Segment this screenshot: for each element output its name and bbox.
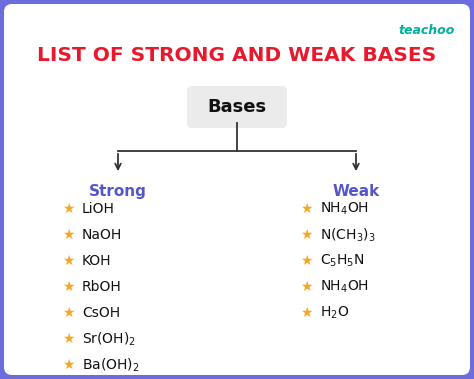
FancyBboxPatch shape — [187, 86, 287, 128]
Text: N(CH$_3$)$_3$: N(CH$_3$)$_3$ — [320, 226, 375, 244]
Text: ★: ★ — [62, 358, 74, 372]
Text: ★: ★ — [300, 254, 312, 268]
Text: Strong: Strong — [89, 184, 147, 199]
Text: ★: ★ — [300, 306, 312, 320]
Text: H$_2$O: H$_2$O — [320, 305, 349, 321]
Text: ★: ★ — [62, 254, 74, 268]
Text: ★: ★ — [300, 202, 312, 216]
Text: ★: ★ — [300, 228, 312, 242]
Text: Bases: Bases — [208, 98, 266, 116]
Text: C$_5$H$_5$N: C$_5$H$_5$N — [320, 253, 365, 269]
Text: Weak: Weak — [332, 184, 380, 199]
Text: ★: ★ — [300, 280, 312, 294]
Text: NH$_4$OH: NH$_4$OH — [320, 279, 369, 295]
Text: CsOH: CsOH — [82, 306, 120, 320]
FancyBboxPatch shape — [4, 4, 470, 375]
Text: LIST OF STRONG AND WEAK BASES: LIST OF STRONG AND WEAK BASES — [37, 46, 437, 65]
Text: Ba(OH)$_2$: Ba(OH)$_2$ — [82, 356, 139, 374]
Text: teachoo: teachoo — [399, 24, 455, 37]
Text: NH$_4$OH: NH$_4$OH — [320, 201, 369, 217]
Text: ★: ★ — [62, 228, 74, 242]
Text: NaOH: NaOH — [82, 228, 122, 242]
Text: Sr(OH)$_2$: Sr(OH)$_2$ — [82, 330, 136, 348]
Text: RbOH: RbOH — [82, 280, 122, 294]
Text: ★: ★ — [62, 306, 74, 320]
Text: ★: ★ — [62, 280, 74, 294]
Text: KOH: KOH — [82, 254, 111, 268]
Text: LiOH: LiOH — [82, 202, 115, 216]
Text: ★: ★ — [62, 202, 74, 216]
Text: ★: ★ — [62, 332, 74, 346]
